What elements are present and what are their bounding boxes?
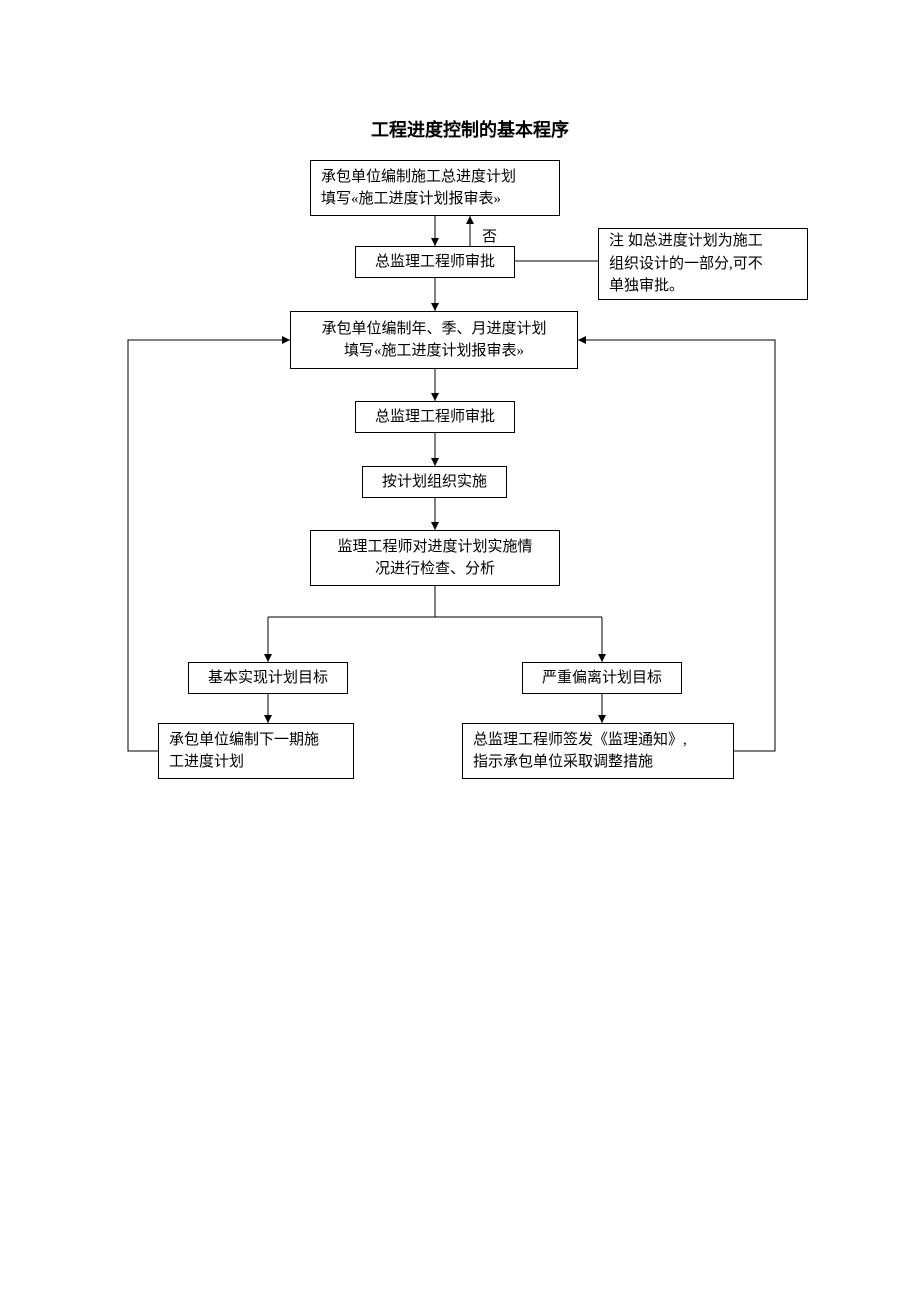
node-n7: 基本实现计划目标	[188, 662, 348, 694]
node-n9: 承包单位编制下一期施工进度计划	[158, 723, 354, 779]
node-n4: 总监理工程师审批	[355, 401, 515, 433]
node-note: 注 如总进度计划为施工组织设计的一部分,可不单独审批。	[598, 228, 808, 300]
node-line: 总监理工程师审批	[375, 406, 495, 429]
node-n8: 严重偏离计划目标	[522, 662, 682, 694]
node-n3: 承包单位编制年、季、月进度计划填写«施工进度计划报审表»	[290, 311, 578, 369]
label-no: 否	[482, 225, 497, 246]
node-line: 工进度计划	[169, 751, 244, 774]
node-line: 注 如总进度计划为施工	[609, 230, 763, 253]
node-line: 指示承包单位采取调整措施	[473, 751, 653, 774]
node-line: 况进行检查、分析	[375, 558, 495, 581]
node-line: 监理工程师对进度计划实施情	[337, 536, 532, 559]
node-line: 承包单位编制年、季、月进度计划	[321, 318, 546, 341]
node-line: 填写«施工进度计划报审表»	[321, 188, 501, 211]
node-line: 承包单位编制施工总进度计划	[321, 166, 516, 189]
node-line: 单独审批。	[609, 275, 684, 298]
node-n5: 按计划组织实施	[362, 466, 507, 498]
node-line: 组织设计的一部分,可不	[609, 253, 763, 276]
node-line: 严重偏离计划目标	[542, 667, 662, 690]
node-n2: 总监理工程师审批	[355, 246, 515, 278]
node-line: 基本实现计划目标	[208, 667, 328, 690]
node-n1: 承包单位编制施工总进度计划填写«施工进度计划报审表»	[310, 160, 560, 216]
node-line: 填写«施工进度计划报审表»	[344, 340, 524, 363]
node-line: 总监理工程师签发《监理通知》,	[473, 729, 687, 752]
node-n10: 总监理工程师签发《监理通知》,指示承包单位采取调整措施	[462, 723, 734, 779]
node-line: 按计划组织实施	[382, 471, 487, 494]
node-line: 承包单位编制下一期施	[169, 729, 319, 752]
node-line: 总监理工程师审批	[375, 251, 495, 274]
page-title: 工程进度控制的基本程序	[350, 116, 590, 142]
node-n6: 监理工程师对进度计划实施情况进行检查、分析	[310, 530, 560, 586]
